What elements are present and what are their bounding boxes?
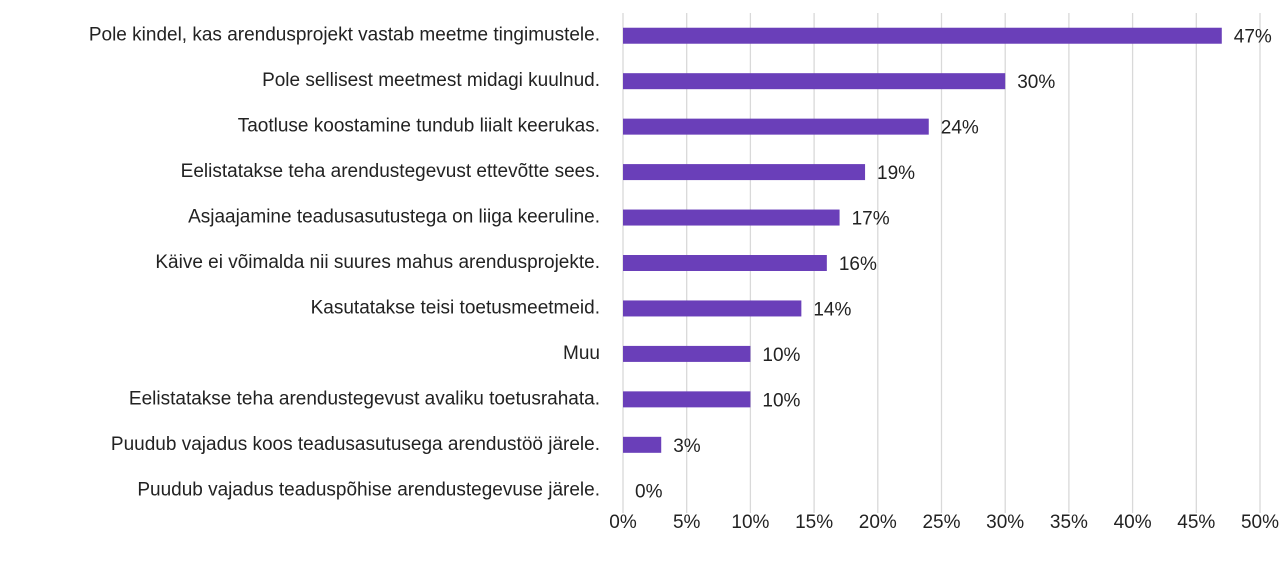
bar [623,164,866,181]
x-tick-label: 30% [986,512,1024,533]
value-label: 0% [635,481,663,502]
value-label: 3% [673,436,701,457]
x-tick-label: 35% [1050,512,1088,533]
bar [623,27,1222,44]
category-label: Muu [563,343,600,364]
value-label: 10% [762,390,800,411]
x-tick-label: 20% [859,512,897,533]
x-tick-label: 10% [731,512,769,533]
bar [623,300,802,317]
category-label: Kasutatakse teisi toetusmeetmeid. [311,297,600,318]
bar [623,345,751,362]
x-tick-label: 40% [1114,512,1152,533]
bar [623,436,662,453]
value-label: 24% [941,118,979,139]
value-label: 16% [839,254,877,275]
category-label: Pole kindel, kas arendusprojekt vastab m… [89,25,600,46]
category-label: Käive ei võimalda nii suures mahus arend… [155,252,600,273]
category-label: Asjaajamine teadusasutustega on liiga ke… [188,207,600,228]
value-label: 47% [1234,27,1272,48]
x-tick-label: 5% [673,512,701,533]
value-label: 19% [877,163,915,184]
value-label: 14% [813,299,851,320]
category-label: Taotluse koostamine tundub liialt keeruk… [238,116,600,137]
category-label: Puudub vajadus teaduspõhise arendustegev… [137,479,600,500]
category-label: Pole sellisest meetmest midagi kuulnud. [262,70,600,91]
bar [623,73,1006,90]
category-label: Eelistatakse teha arendustegevust ettevõ… [181,161,600,182]
bar [623,118,929,135]
x-tick-label: 50% [1241,512,1279,533]
bar [623,209,840,226]
x-tick-label: 0% [609,512,637,533]
value-label: 17% [852,209,890,230]
x-tick-label: 15% [795,512,833,533]
x-tick-label: 45% [1177,512,1215,533]
bar [623,391,751,408]
category-label: Eelistatakse teha arendustegevust avalik… [129,388,600,409]
category-label: Puudub vajadus koos teadusasutusega aren… [111,434,600,455]
x-tick-label: 25% [922,512,960,533]
bar [623,255,827,271]
value-label: 30% [1017,72,1055,93]
value-label: 10% [762,345,800,366]
